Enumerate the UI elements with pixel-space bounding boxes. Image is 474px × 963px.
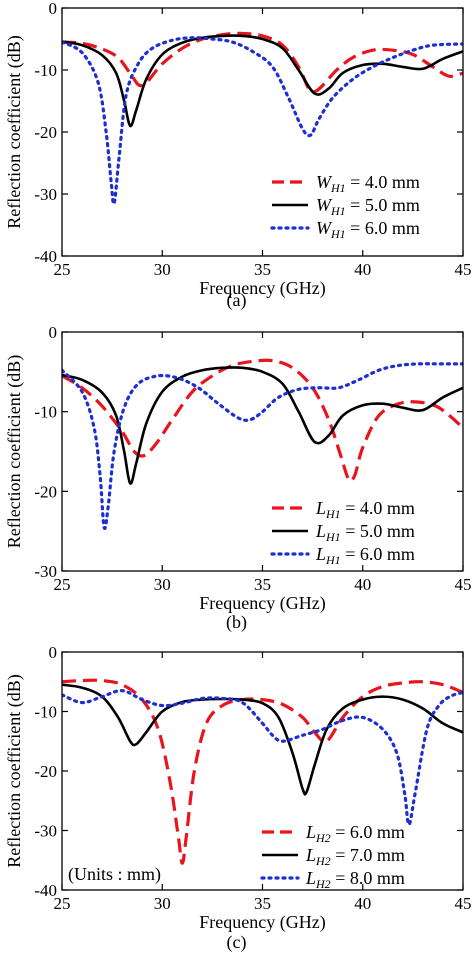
series-line-3 xyxy=(62,689,463,827)
chart-panel-1: 25 30 35 40 45 0 -10 -20 -30 -40 Frequency (GHz) Re… xyxy=(4,0,472,311)
chart-panel-3: 25 30 35 40 45 0 -10 -20 -30 -40 Frequency (GHz) Re… xyxy=(4,643,472,953)
series-line-1 xyxy=(62,678,463,865)
x-tick-label: 30 xyxy=(154,260,171,279)
x-tick-label: 45 xyxy=(455,575,472,594)
legend-label-3: LH1 = 6.0 mm xyxy=(315,544,415,567)
chart-panel-2: 25 30 35 40 45 0 -10 -20 -30 Frequency (GHz) Refle… xyxy=(4,323,472,633)
y-tick-label: 0 xyxy=(49,323,58,342)
legend-label-1: LH1 = 4.0 mm xyxy=(315,498,415,521)
x-axis-label: Frequency (GHz) xyxy=(199,912,325,933)
annotation-text: (Units : mm) xyxy=(68,864,161,885)
x-tick-label: 25 xyxy=(54,260,71,279)
y-tick-label: -10 xyxy=(34,61,57,80)
y-tick-label: -40 xyxy=(34,247,57,266)
y-tick-label: -30 xyxy=(34,185,57,204)
series-line-1 xyxy=(62,358,463,483)
x-tick-label: 45 xyxy=(455,260,472,279)
x-tick-label: 25 xyxy=(54,894,71,913)
legend-label-2: LH1 = 5.0 mm xyxy=(315,521,415,544)
x-tick-label: 35 xyxy=(254,575,271,594)
panel-label: (a) xyxy=(227,290,247,311)
x-tick-label: 45 xyxy=(455,894,472,913)
legend-label-2: WH1 = 5.0 mm xyxy=(316,195,420,218)
panel-label: (c) xyxy=(227,932,247,953)
y-tick-label: 0 xyxy=(49,643,58,662)
x-tick-label: 30 xyxy=(154,575,171,594)
y-tick-label: -20 xyxy=(34,762,57,781)
y-tick-label: -20 xyxy=(34,482,57,501)
x-axis-label: Frequency (GHz) xyxy=(199,278,325,299)
series-line-2 xyxy=(62,683,463,796)
x-tick-label: 25 xyxy=(54,575,71,594)
series-line-1 xyxy=(62,31,463,94)
x-tick-label: 40 xyxy=(354,894,371,913)
y-axis-label: Reflection coefficient (dB) xyxy=(4,674,25,868)
series-line-2 xyxy=(62,366,463,485)
y-tick-label: -30 xyxy=(34,822,57,841)
panel-label: (b) xyxy=(226,612,247,633)
y-tick-label: -20 xyxy=(34,123,57,142)
x-tick-label: 30 xyxy=(154,894,171,913)
x-axis-label: Frequency (GHz) xyxy=(199,593,325,614)
series-line-2 xyxy=(62,34,463,128)
y-tick-label: -10 xyxy=(34,703,57,722)
legend-label-1: WH1 = 4.0 mm xyxy=(316,172,420,195)
y-tick-label: -40 xyxy=(34,881,57,900)
y-tick-label: -10 xyxy=(34,403,57,422)
legend-label-3: LH2 = 8.0 mm xyxy=(305,868,405,891)
legend-label-3: WH1 = 6.0 mm xyxy=(316,218,420,241)
series-line-3 xyxy=(62,362,463,530)
legend-label-2: LH2 = 7.0 mm xyxy=(305,845,405,868)
x-tick-label: 40 xyxy=(354,575,371,594)
legend-label-1: LH2 = 6.0 mm xyxy=(305,822,405,845)
y-tick-label: -30 xyxy=(34,562,57,581)
y-axis-label: Reflection coefficient (dB) xyxy=(4,355,25,549)
x-tick-label: 35 xyxy=(254,894,271,913)
series-line-3 xyxy=(62,36,463,206)
x-tick-label: 40 xyxy=(354,260,371,279)
y-axis-label: Reflection coefficient (dB) xyxy=(4,35,25,229)
y-tick-label: 0 xyxy=(49,0,58,18)
x-tick-label: 35 xyxy=(254,260,271,279)
